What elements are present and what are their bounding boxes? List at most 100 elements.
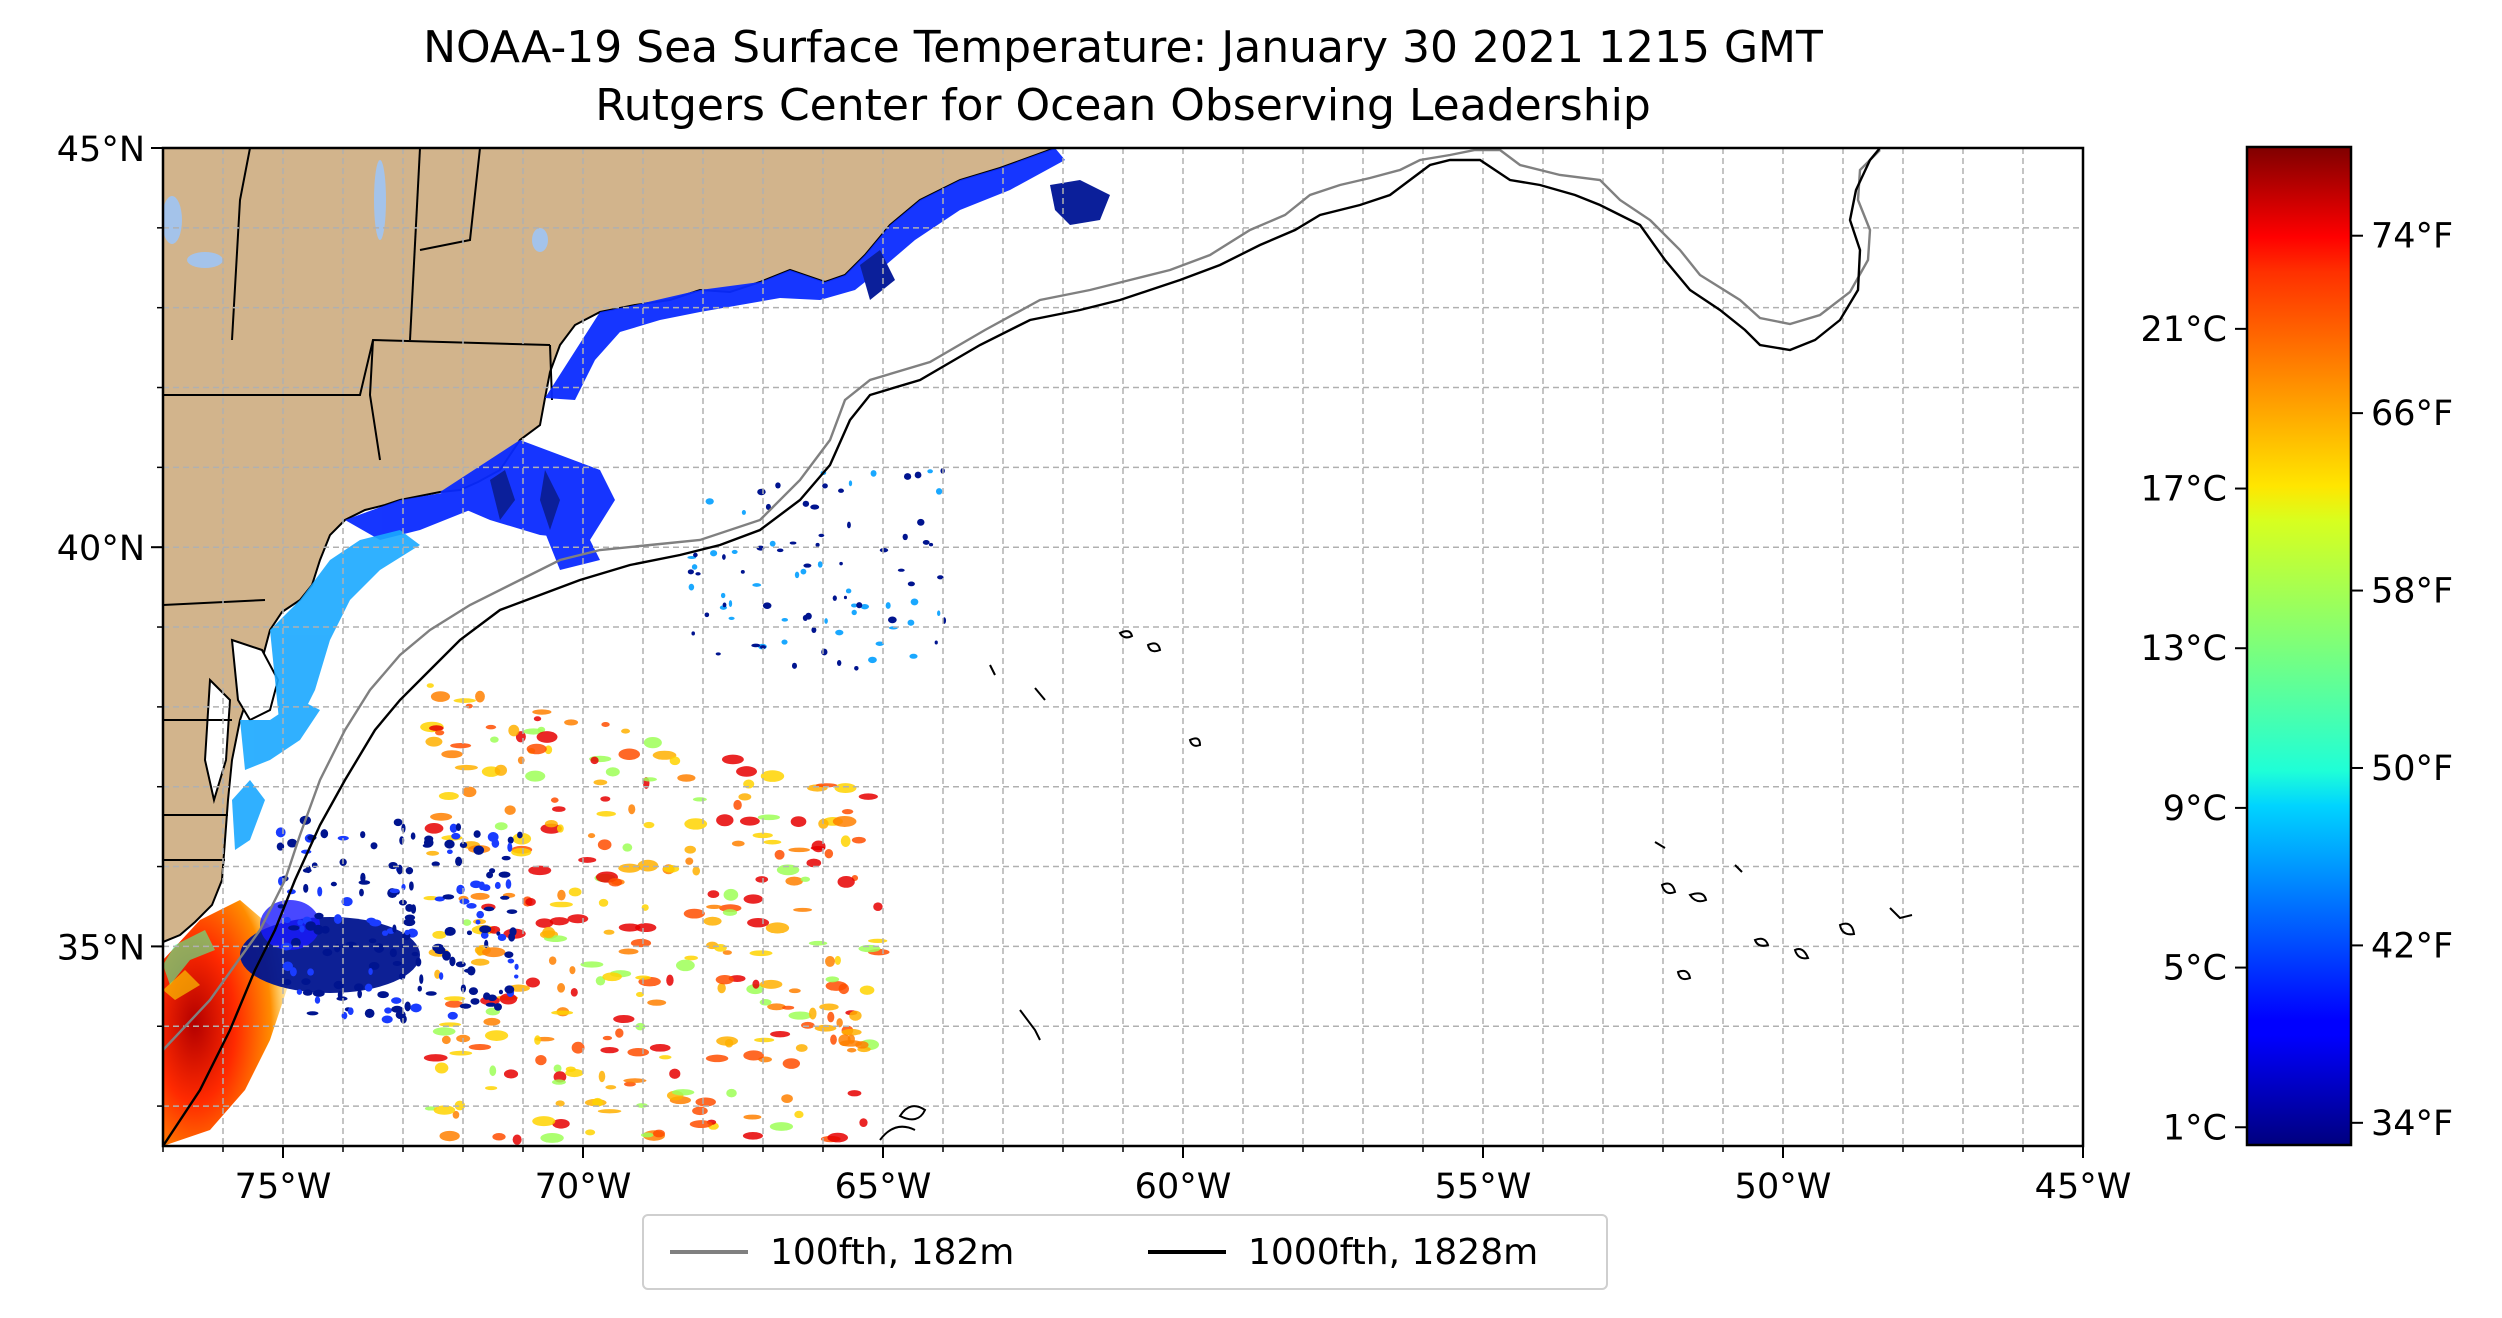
sst-speckle bbox=[710, 550, 718, 557]
sst-speckle bbox=[841, 808, 854, 815]
sst-speckle bbox=[675, 959, 695, 972]
sst-speckle bbox=[494, 764, 508, 776]
sst-speckle bbox=[423, 895, 439, 901]
sst-speckle bbox=[788, 988, 801, 994]
sst-speckle bbox=[426, 683, 434, 688]
sst-speckle bbox=[468, 1043, 492, 1051]
sst-speckle bbox=[283, 916, 291, 924]
sst-speckle bbox=[451, 832, 461, 840]
sst-speckle bbox=[817, 561, 823, 568]
sst-speckle bbox=[688, 583, 695, 591]
sst-speckle bbox=[336, 996, 348, 1001]
sst-speckle bbox=[695, 1097, 716, 1107]
sst-speckle bbox=[501, 855, 511, 861]
sst-speckle bbox=[909, 653, 918, 659]
sst-speckle bbox=[907, 581, 915, 587]
lat-axis: 45°N 40°N 35°N bbox=[57, 130, 163, 1107]
sst-speckle bbox=[506, 909, 518, 914]
sst-speckle bbox=[689, 1120, 713, 1129]
sst-speckle bbox=[322, 948, 333, 957]
sst-speckle bbox=[935, 488, 943, 495]
sst-speckle bbox=[449, 823, 458, 833]
sst-speckle bbox=[459, 898, 470, 905]
sst-speckle bbox=[860, 603, 870, 610]
sst-speckle bbox=[785, 876, 803, 886]
sst-speckle bbox=[419, 974, 424, 985]
sst-speckle bbox=[303, 883, 309, 893]
sst-speckle bbox=[306, 1011, 319, 1016]
sst-speckle bbox=[320, 829, 329, 839]
sst-speckle bbox=[444, 839, 455, 849]
sst-speckle bbox=[776, 548, 784, 553]
sst-speckle bbox=[485, 1002, 497, 1007]
sst-speckle bbox=[736, 766, 757, 777]
sst-speckle bbox=[592, 1097, 603, 1107]
sst-speckle bbox=[482, 947, 506, 958]
sst-speckle bbox=[747, 917, 770, 928]
sst-speckle bbox=[535, 918, 554, 928]
sst-speckle bbox=[305, 921, 317, 931]
sst-speckle bbox=[649, 1044, 671, 1052]
sst-speckle bbox=[789, 541, 797, 545]
sst-speckle bbox=[652, 750, 677, 760]
sst-speckle bbox=[526, 743, 547, 755]
sst-speckle bbox=[836, 660, 842, 667]
sst-speckle bbox=[450, 742, 472, 749]
sst-speckle bbox=[692, 797, 707, 802]
sst-speckle bbox=[551, 1079, 566, 1085]
sst-speckle bbox=[486, 871, 494, 879]
sst-speckle bbox=[330, 881, 337, 887]
sst-speckle bbox=[555, 1100, 565, 1107]
sst-speckle bbox=[360, 872, 366, 883]
sst-speckle bbox=[843, 595, 847, 600]
sst-speckle bbox=[653, 1129, 665, 1138]
sst-speckle bbox=[549, 917, 569, 926]
sst-speckle bbox=[525, 897, 536, 906]
sst-speckle bbox=[605, 1085, 617, 1090]
sst-speckle bbox=[623, 1078, 647, 1083]
sst-speckle bbox=[307, 968, 314, 976]
legend-item-1000fth: 1000fth, 1828m bbox=[1148, 1216, 1538, 1288]
sst-speckle bbox=[739, 816, 760, 826]
sst-speckle bbox=[716, 814, 734, 827]
sst-speckle bbox=[473, 830, 481, 838]
sst-speckle bbox=[537, 726, 546, 733]
sst-speckle bbox=[752, 583, 762, 587]
sst-speckle bbox=[716, 1036, 739, 1046]
sst-speckle bbox=[377, 991, 389, 999]
sst-speckle bbox=[314, 912, 324, 920]
sst-speckle bbox=[630, 938, 652, 948]
sst-speckle bbox=[359, 888, 364, 897]
sst-speckle bbox=[455, 823, 462, 832]
sst-speckle bbox=[442, 894, 455, 900]
sst-speckle bbox=[851, 609, 857, 616]
sst-speckle bbox=[500, 895, 510, 900]
sst-speckle bbox=[879, 547, 889, 553]
sst-speckle bbox=[603, 929, 615, 935]
sst-speckle bbox=[722, 602, 727, 608]
sst-speckle bbox=[802, 500, 810, 507]
sst-speckle bbox=[643, 821, 655, 829]
sst-speckle bbox=[557, 889, 566, 901]
sst-speckle bbox=[282, 961, 293, 972]
sst-speckle bbox=[808, 1007, 817, 1020]
sst-speckle bbox=[635, 991, 644, 998]
sst-speckle bbox=[446, 849, 453, 855]
sst-speckle bbox=[368, 962, 380, 970]
sst-speckle bbox=[568, 887, 582, 897]
sst-speckle bbox=[692, 1106, 708, 1116]
sst-speckle bbox=[856, 602, 863, 609]
sst-speckle bbox=[757, 488, 766, 496]
sst-speckle bbox=[498, 989, 504, 995]
sst-speckle bbox=[494, 822, 508, 831]
sst-speckle bbox=[287, 838, 298, 848]
sst-speckle bbox=[928, 542, 934, 547]
legend-swatch-1000fth bbox=[1148, 1250, 1226, 1254]
sst-speckle bbox=[410, 1003, 422, 1013]
sst-speckle bbox=[621, 728, 631, 734]
sst-speckle bbox=[404, 929, 410, 936]
sst-speckle bbox=[873, 902, 883, 911]
sst-speckle bbox=[544, 820, 558, 828]
sst-speckle bbox=[389, 948, 397, 958]
